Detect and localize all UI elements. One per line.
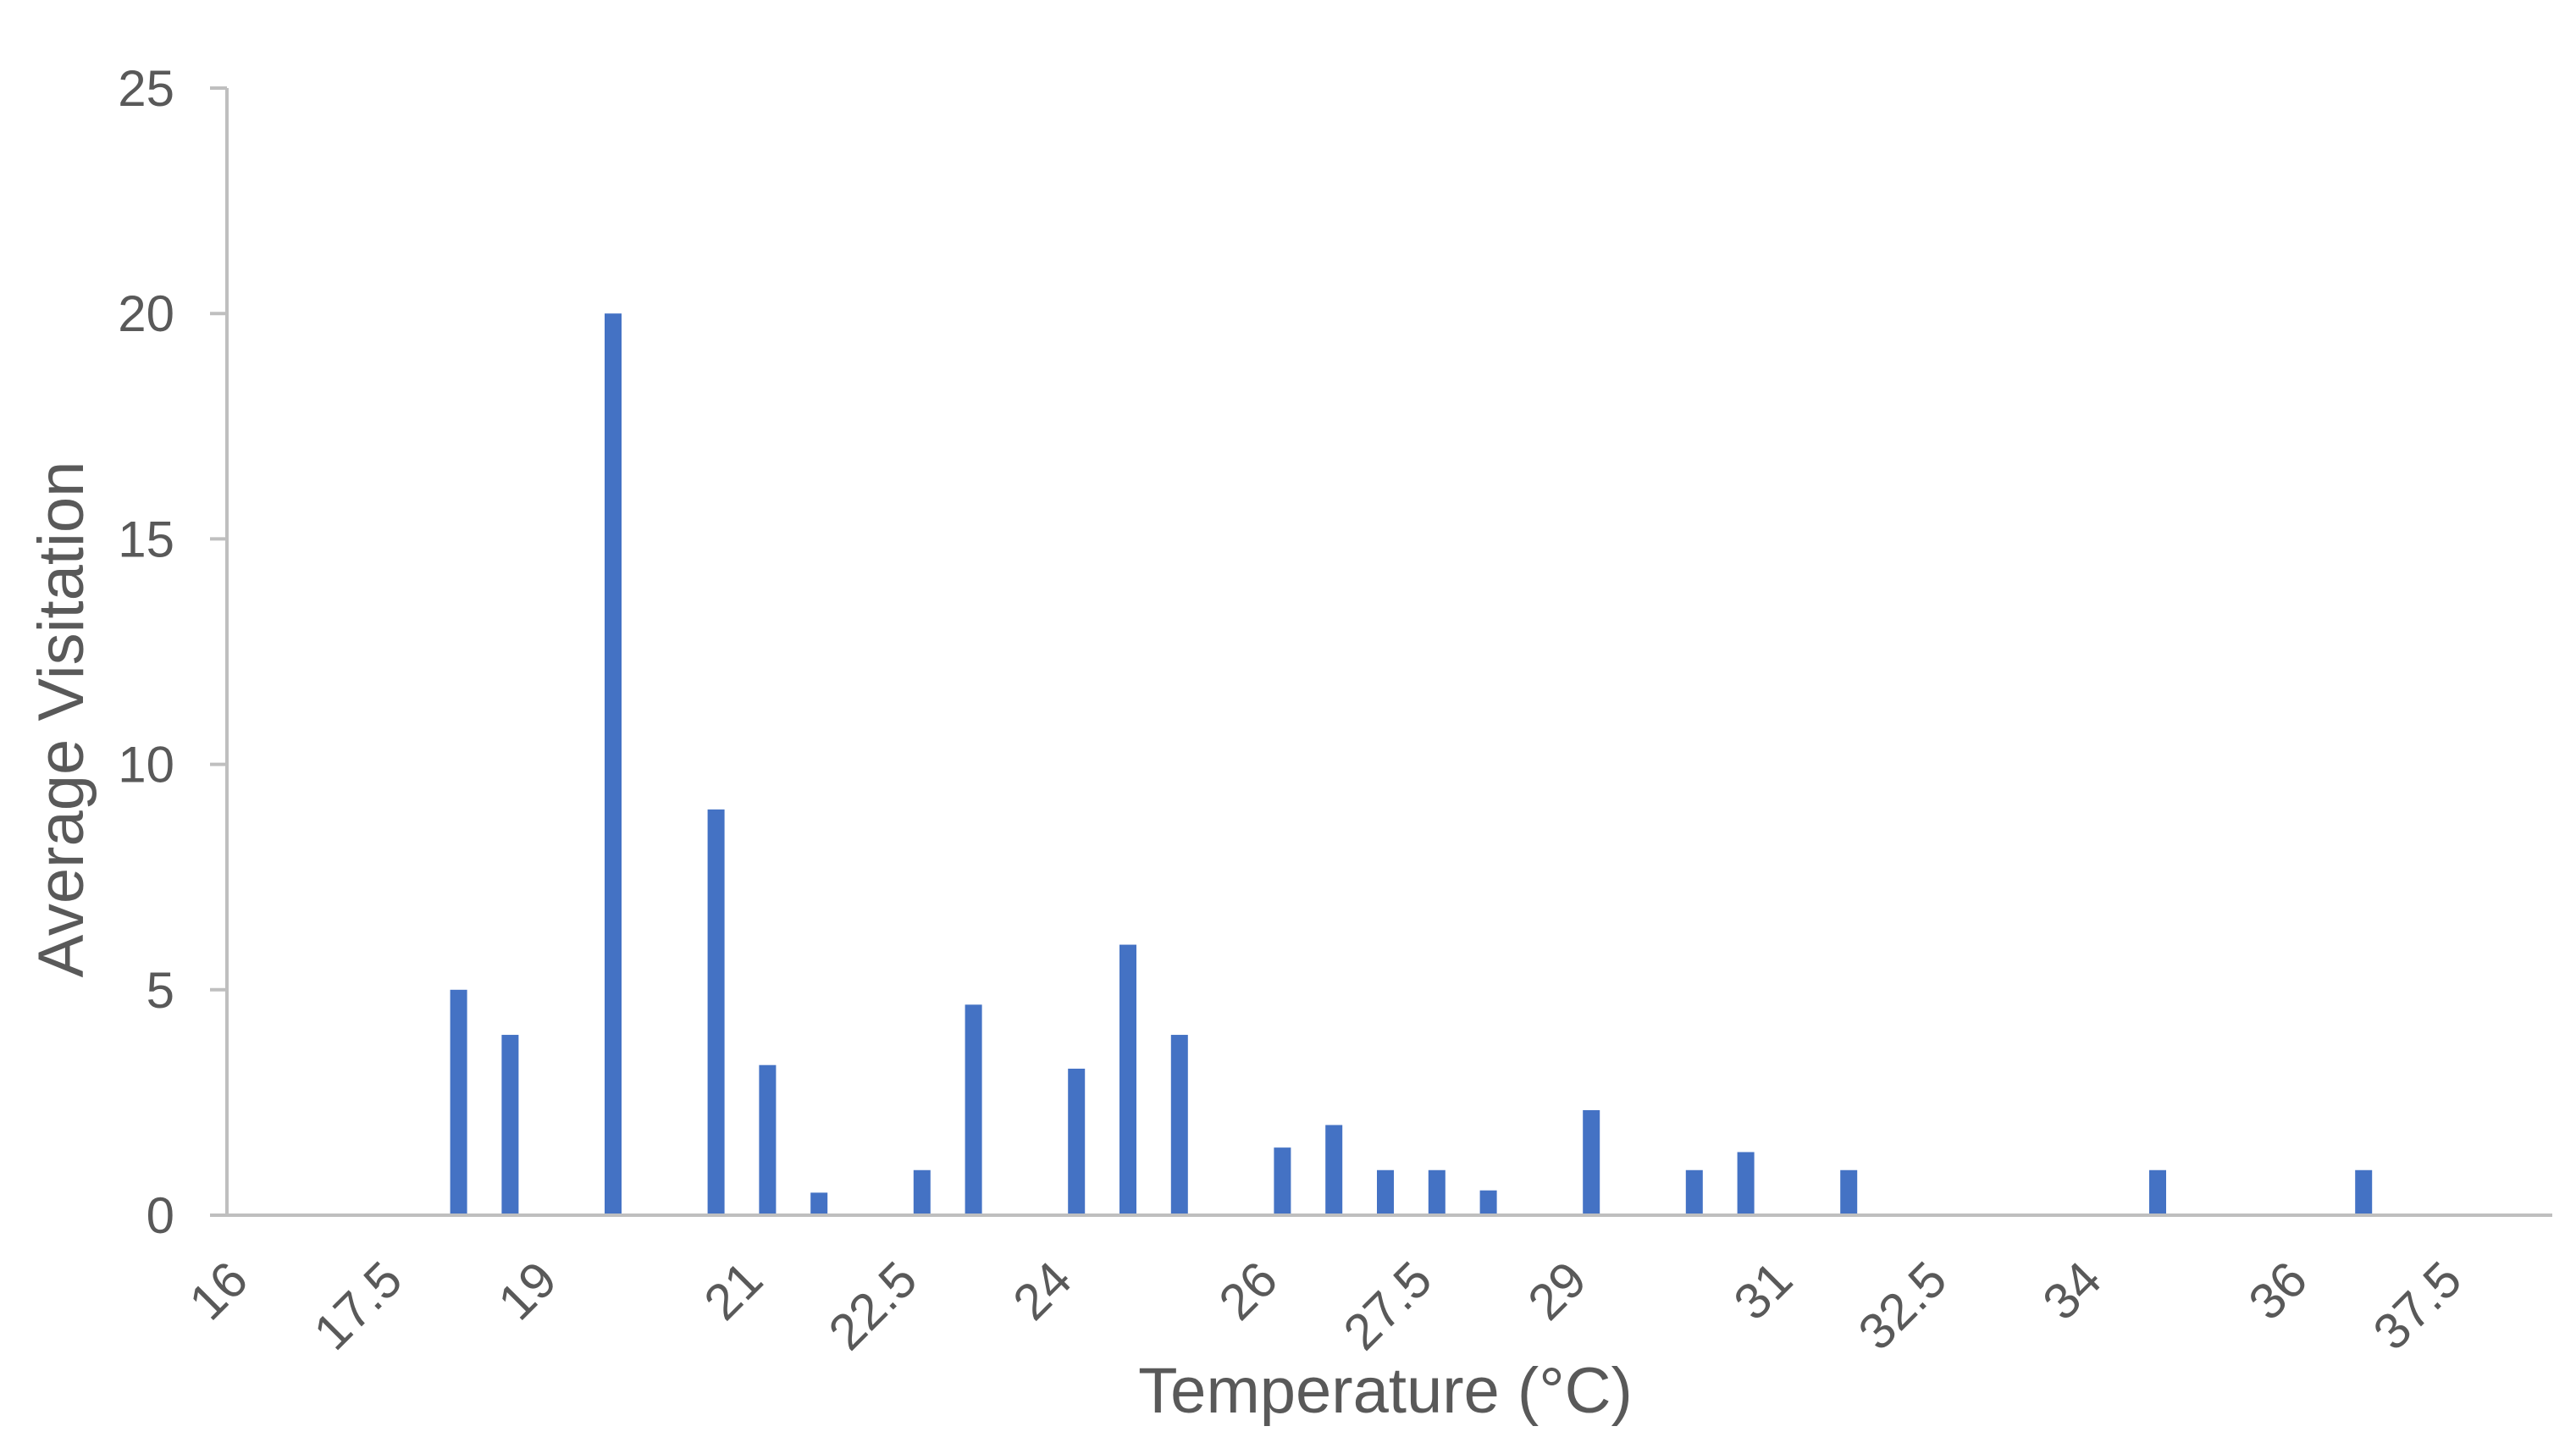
bar [965,1004,982,1215]
y-tick-label: 20 [118,285,174,342]
y-tick-label: 10 [118,737,174,793]
x-tick-label: 37.5 [2363,1251,2473,1361]
bar [1274,1147,1291,1215]
bar [1479,1190,1497,1215]
bar [1119,944,1136,1215]
bar [1737,1152,1755,1215]
x-tick-label: 26 [1208,1251,1289,1331]
x-tick-label: 22.5 [818,1251,928,1361]
x-tick-label: 19 [487,1251,567,1331]
bar [1377,1169,1394,1215]
x-axis-title: Temperature (°C) [1138,1355,1633,1427]
y-tick-label: 25 [118,60,174,117]
axes-layer [210,86,2552,1217]
bar [707,809,725,1215]
bar [1685,1169,1703,1215]
x-tick-label: 34 [2032,1251,2112,1331]
x-tick-label: 21 [694,1251,774,1331]
x-tick-label: 27.5 [1333,1251,1443,1361]
y-tick-label: 15 [118,511,174,567]
bar [1170,1035,1188,1215]
bar [1325,1125,1343,1215]
bars-layer [450,313,2373,1216]
bar [913,1169,931,1215]
bar [450,989,467,1215]
x-tick-label: 16 [179,1251,259,1331]
y-tick-label: 0 [146,1187,174,1244]
bar [605,313,622,1216]
bar [759,1064,777,1215]
y-tick-label: 5 [146,962,174,1019]
bar [1840,1169,1858,1215]
x-tick-label: 31 [1723,1251,1804,1331]
x-tick-label: 32.5 [1848,1251,1958,1361]
bar [1583,1109,1600,1215]
bar [1428,1169,1446,1215]
x-tick-labels: 16 17.5 19 21 22.5 24 26 27.5 29 31 32.5 34 36 37.5 [179,1251,2473,1361]
x-tick-label: 24 [1002,1251,1082,1331]
bar [2149,1169,2166,1215]
bar [501,1035,519,1215]
x-tick-label: 29 [1517,1251,1597,1331]
bar [1068,1068,1086,1215]
bar [810,1192,828,1215]
x-tick-label: 36 [2238,1251,2319,1331]
y-tick-labels: 0 5 10 15 20 25 [118,60,174,1244]
y-axis-title: Average Visitation [25,462,97,978]
x-tick-label: 17.5 [303,1251,413,1361]
bar [2355,1169,2373,1215]
